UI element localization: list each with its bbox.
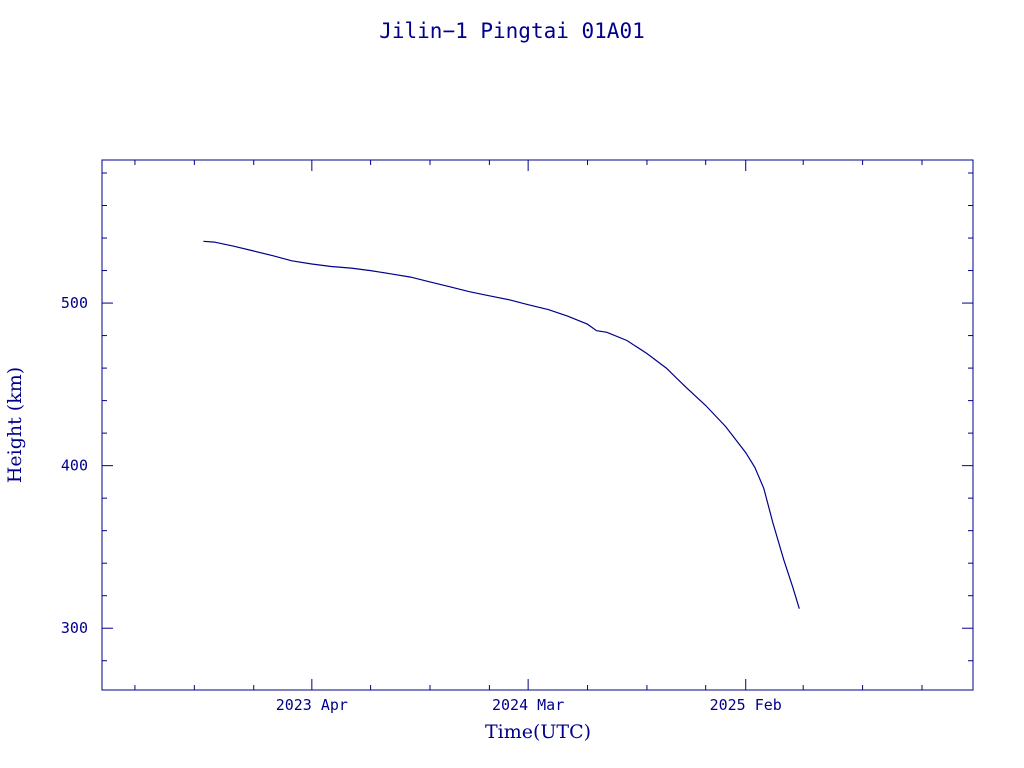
x-tick-label: 2024 Mar: [492, 696, 564, 714]
y-tick-label: 400: [61, 457, 88, 475]
series-line: [203, 240, 800, 609]
y-tick-label: 300: [61, 619, 88, 637]
x-axis-label: Time(UTC): [485, 721, 591, 743]
y-tick-label: 500: [61, 294, 88, 312]
tick-labels: 2023 Apr 2024 Mar 2025 Feb 300 400 500: [61, 294, 782, 714]
y-axis-label: Height (km): [4, 367, 26, 483]
tick-marks: [102, 160, 973, 690]
chart-title: Jilin−1 Pingtai 01A01: [379, 19, 645, 43]
x-tick-label: 2023 Apr: [276, 696, 348, 714]
plot-frame: [101, 159, 974, 691]
x-tick-label: 2025 Feb: [710, 696, 782, 714]
